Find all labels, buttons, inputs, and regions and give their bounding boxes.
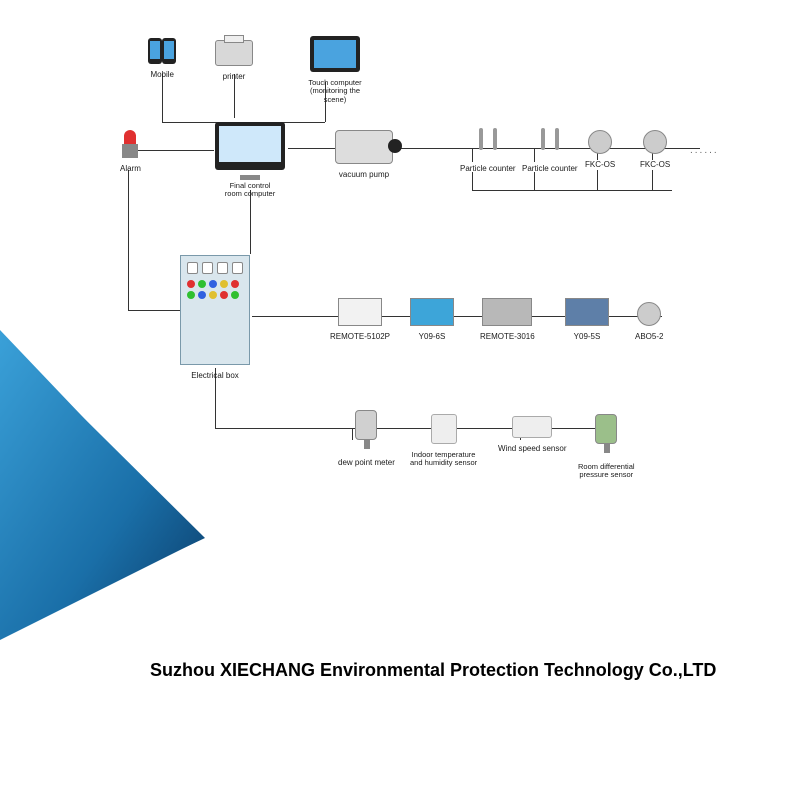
ebox-icon bbox=[180, 255, 250, 365]
node-printer: printer bbox=[215, 40, 253, 82]
y0965-label: Y09-6S bbox=[410, 333, 454, 342]
disc-icon bbox=[588, 130, 612, 154]
dewpoint-label: dew point meter bbox=[338, 459, 395, 468]
node-particle-counter-1: Particle counter bbox=[460, 128, 516, 174]
abo52-label: ABO5-2 bbox=[635, 333, 663, 342]
temphum-label: Indoor temperature and humidity sensor bbox=[410, 451, 477, 468]
alarm-label: Alarm bbox=[120, 165, 141, 174]
sensor-icon bbox=[595, 414, 617, 444]
company-name: Suzhou XIECHANG Environmental Protection… bbox=[150, 660, 716, 681]
node-abo5-2: ABO5-2 bbox=[635, 302, 663, 342]
monitor-icon bbox=[215, 122, 285, 170]
mobile-label: Mobile bbox=[148, 71, 176, 80]
sensor-icon bbox=[431, 414, 457, 444]
node-temp-humidity: Indoor temperature and humidity sensor bbox=[410, 414, 477, 468]
control-label: Final control room computer bbox=[215, 182, 285, 199]
node-fkc-1: FKC-OS bbox=[585, 130, 615, 170]
device-icon bbox=[338, 298, 382, 326]
node-fkc-2: FKC-OS bbox=[640, 130, 670, 170]
node-vacuum-pump: vacuum pump bbox=[335, 130, 393, 180]
sensor-icon bbox=[512, 416, 552, 438]
mobile-icon bbox=[148, 38, 162, 64]
pump-icon bbox=[335, 130, 393, 164]
diffpress-label: Room differential pressure sensor bbox=[578, 463, 635, 480]
node-alarm: Alarm bbox=[120, 130, 141, 174]
y0955-label: Y09-5S bbox=[565, 333, 609, 342]
node-remote-5102p: REMOTE-5102P bbox=[330, 298, 390, 342]
probe-icon bbox=[477, 128, 499, 158]
mobile-icon bbox=[162, 38, 176, 64]
alarm-icon bbox=[122, 130, 138, 158]
pc1-label: Particle counter bbox=[460, 165, 516, 174]
node-control-pc: Final control room computer bbox=[215, 122, 285, 199]
disc-icon bbox=[637, 302, 661, 326]
node-particle-counter-2: Particle counter bbox=[522, 128, 578, 174]
r3016-label: REMOTE-3016 bbox=[480, 333, 535, 342]
disc-icon bbox=[643, 130, 667, 154]
node-diff-pressure: Room differential pressure sensor bbox=[578, 414, 635, 480]
node-y09-5s: Y09-5S bbox=[565, 298, 609, 342]
system-diagram: Mobile printer Touch computer (monitorin… bbox=[100, 30, 780, 550]
printer-label: printer bbox=[215, 73, 253, 82]
node-mobile: Mobile bbox=[148, 38, 176, 80]
fkc2-label: FKC-OS bbox=[640, 161, 670, 170]
ebox-label: Electrical box bbox=[180, 372, 250, 381]
node-dew-point: dew point meter bbox=[338, 410, 395, 468]
sensor-icon bbox=[355, 410, 377, 440]
device-icon bbox=[410, 298, 454, 326]
wind-label: Wind speed sensor bbox=[498, 445, 566, 454]
node-tablet: Touch computer (monitoring the scene) bbox=[300, 36, 370, 104]
node-y09-6s: Y09-6S bbox=[410, 298, 454, 342]
pump-label: vacuum pump bbox=[335, 171, 393, 180]
fkc1-label: FKC-OS bbox=[585, 161, 615, 170]
printer-icon bbox=[215, 40, 253, 66]
pc2-label: Particle counter bbox=[522, 165, 578, 174]
tablet-icon bbox=[310, 36, 360, 72]
probe-icon bbox=[539, 128, 561, 158]
device-icon bbox=[565, 298, 609, 326]
device-icon bbox=[482, 298, 532, 326]
more-label: ...... bbox=[690, 145, 719, 156]
r5102p-label: REMOTE-5102P bbox=[330, 333, 390, 342]
tablet-label: Touch computer (monitoring the scene) bbox=[300, 79, 370, 104]
node-wind-speed: Wind speed sensor bbox=[498, 416, 566, 454]
node-electrical-box: Electrical box bbox=[180, 255, 250, 381]
node-remote-3016: REMOTE-3016 bbox=[480, 298, 535, 342]
node-more-dots: ...... bbox=[690, 140, 719, 158]
